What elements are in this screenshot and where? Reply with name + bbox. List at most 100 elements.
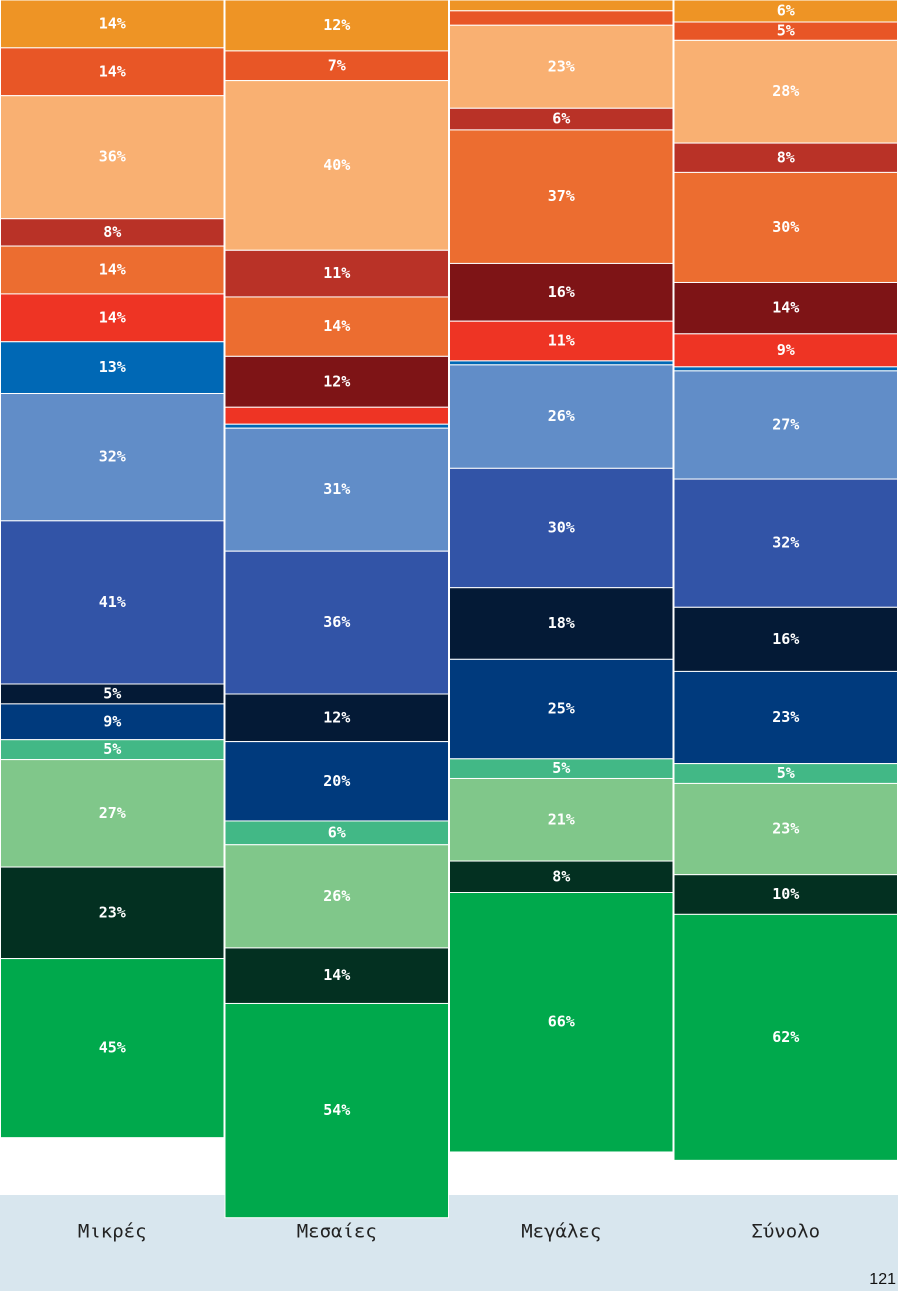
bar-segment-0-0-4 — [0, 245, 225, 295]
bar-segment-1-0-6 — [224, 406, 449, 425]
data-label-2-2-1: 21% — [548, 810, 575, 828]
data-label-0-0-0: 14% — [99, 14, 126, 32]
bar-segment-0-2-3 — [0, 958, 225, 1139]
data-label-1-0-1: 7% — [328, 56, 346, 74]
bar-segment-2-1-2 — [449, 467, 674, 589]
data-label-1-0-4: 14% — [323, 317, 350, 335]
category-label-1: Μεσαίες — [297, 1221, 377, 1243]
bar-segment-0-0-2 — [0, 95, 225, 220]
page-number: 121 — [869, 1271, 896, 1288]
bar-segment-1-1-3 — [224, 693, 449, 743]
category-label-3: Σύνολο — [751, 1221, 820, 1243]
data-label-1-1-1: 31% — [323, 480, 350, 498]
bar-segment-1-1-0 — [224, 423, 449, 429]
data-label-2-1-2: 30% — [548, 519, 575, 537]
bar-segment-1-0-3 — [224, 249, 449, 298]
data-label-2-2-3: 66% — [548, 1013, 575, 1031]
data-label-1-0-2: 40% — [323, 156, 350, 174]
data-label-0-1-0: 13% — [99, 358, 126, 376]
bar-segment-3-0-5 — [673, 281, 898, 335]
data-label-0-1-3: 5% — [103, 684, 121, 702]
bar-segment-3-1-4 — [673, 670, 898, 765]
bar-segment-3-2-2 — [673, 874, 898, 915]
data-label-3-0-4: 30% — [772, 218, 799, 236]
data-label-2-1-3: 18% — [548, 614, 575, 632]
bar-segment-2-0-5 — [449, 262, 674, 322]
data-label-1-2-2: 14% — [323, 966, 350, 984]
bar-segment-1-2-1 — [224, 844, 449, 949]
data-label-0-2-2: 23% — [99, 903, 126, 921]
bar-segment-3-2-3 — [673, 913, 898, 1161]
bar-segment-1-0-4 — [224, 296, 449, 357]
bar-segment-0-1-0 — [0, 341, 225, 395]
data-label-3-0-0: 6% — [777, 2, 795, 20]
data-label-1-0-5: 12% — [323, 372, 350, 390]
bar-segment-3-0-3 — [673, 142, 898, 173]
data-label-3-0-1: 5% — [777, 22, 795, 40]
bar-segment-2-2-2 — [449, 860, 674, 893]
data-label-2-2-0: 5% — [552, 759, 570, 777]
bar-segment-0-0-0 — [0, 0, 225, 49]
data-label-0-1-1: 32% — [99, 448, 126, 466]
data-label-3-1-1: 27% — [772, 415, 799, 433]
data-label-3-1-4: 23% — [772, 708, 799, 726]
category-label-0: Μικρές — [78, 1221, 147, 1243]
data-label-1-1-3: 12% — [323, 708, 350, 726]
bar-segment-3-0-4 — [673, 171, 898, 283]
bar-segment-0-0-3 — [0, 218, 225, 247]
data-label-1-0-0: 12% — [323, 16, 350, 34]
bar-segment-3-2-1 — [673, 782, 898, 876]
data-label-3-2-3: 62% — [772, 1028, 799, 1046]
data-label-0-0-2: 36% — [99, 148, 126, 166]
data-label-3-2-2: 10% — [772, 885, 799, 903]
bar-segment-1-0-0 — [224, 0, 449, 52]
data-label-3-2-1: 23% — [772, 820, 799, 838]
data-label-1-1-4: 20% — [323, 772, 350, 790]
data-label-3-0-6: 9% — [777, 341, 795, 359]
data-label-2-0-4: 37% — [548, 187, 575, 205]
data-label-2-0-2: 23% — [548, 57, 575, 75]
data-label-0-2-0: 5% — [103, 740, 121, 758]
data-label-0-2-1: 27% — [99, 804, 126, 822]
data-label-3-0-2: 28% — [772, 82, 799, 100]
data-label-1-2-1: 26% — [323, 887, 350, 905]
bar-segment-2-0-0 — [449, 0, 674, 12]
bar-segment-2-0-4 — [449, 129, 674, 264]
bar-segment-0-2-1 — [0, 759, 225, 868]
bar-segment-0-1-1 — [0, 393, 225, 522]
data-label-3-1-2: 32% — [772, 534, 799, 552]
data-label-3-0-3: 8% — [777, 148, 795, 166]
bar-segment-2-2-3 — [449, 891, 674, 1153]
data-label-1-1-2: 36% — [323, 613, 350, 631]
data-label-3-2-0: 5% — [777, 764, 795, 782]
data-label-2-0-3: 6% — [552, 110, 570, 128]
bar-segment-1-0-2 — [224, 80, 449, 251]
bar-segment-0-1-2 — [0, 520, 225, 685]
data-label-0-0-6: 14% — [99, 308, 126, 326]
category-label-2: Μεγάλες — [521, 1221, 601, 1243]
bar-segment-1-1-4 — [224, 741, 449, 822]
bar-segment-1-0-5 — [224, 355, 449, 408]
data-label-2-0-5: 16% — [548, 283, 575, 301]
bar-segment-2-0-2 — [449, 24, 674, 109]
data-label-1-0-3: 11% — [323, 264, 350, 282]
data-label-3-1-3: 16% — [772, 630, 799, 648]
data-label-3-0-5: 14% — [772, 299, 799, 317]
data-label-2-1-1: 26% — [548, 407, 575, 425]
bar-segment-2-2-1 — [449, 777, 674, 862]
bar-segment-3-1-3 — [673, 606, 898, 672]
data-label-0-0-4: 14% — [99, 260, 126, 278]
bar-segment-0-1-4 — [0, 703, 225, 741]
bar-segment-1-1-2 — [224, 550, 449, 695]
bar-segment-3-1-0 — [673, 366, 898, 372]
data-label-2-1-4: 25% — [548, 700, 575, 718]
bar-segment-2-1-0 — [449, 360, 674, 366]
bar-segment-3-1-1 — [673, 370, 898, 480]
data-label-1-2-3: 54% — [323, 1101, 350, 1119]
data-label-0-0-3: 8% — [103, 223, 121, 241]
data-label-2-2-2: 8% — [552, 867, 570, 885]
data-label-0-0-1: 14% — [99, 62, 126, 80]
bar-segment-2-1-3 — [449, 587, 674, 660]
bar-segment-2-0-1 — [449, 10, 674, 26]
